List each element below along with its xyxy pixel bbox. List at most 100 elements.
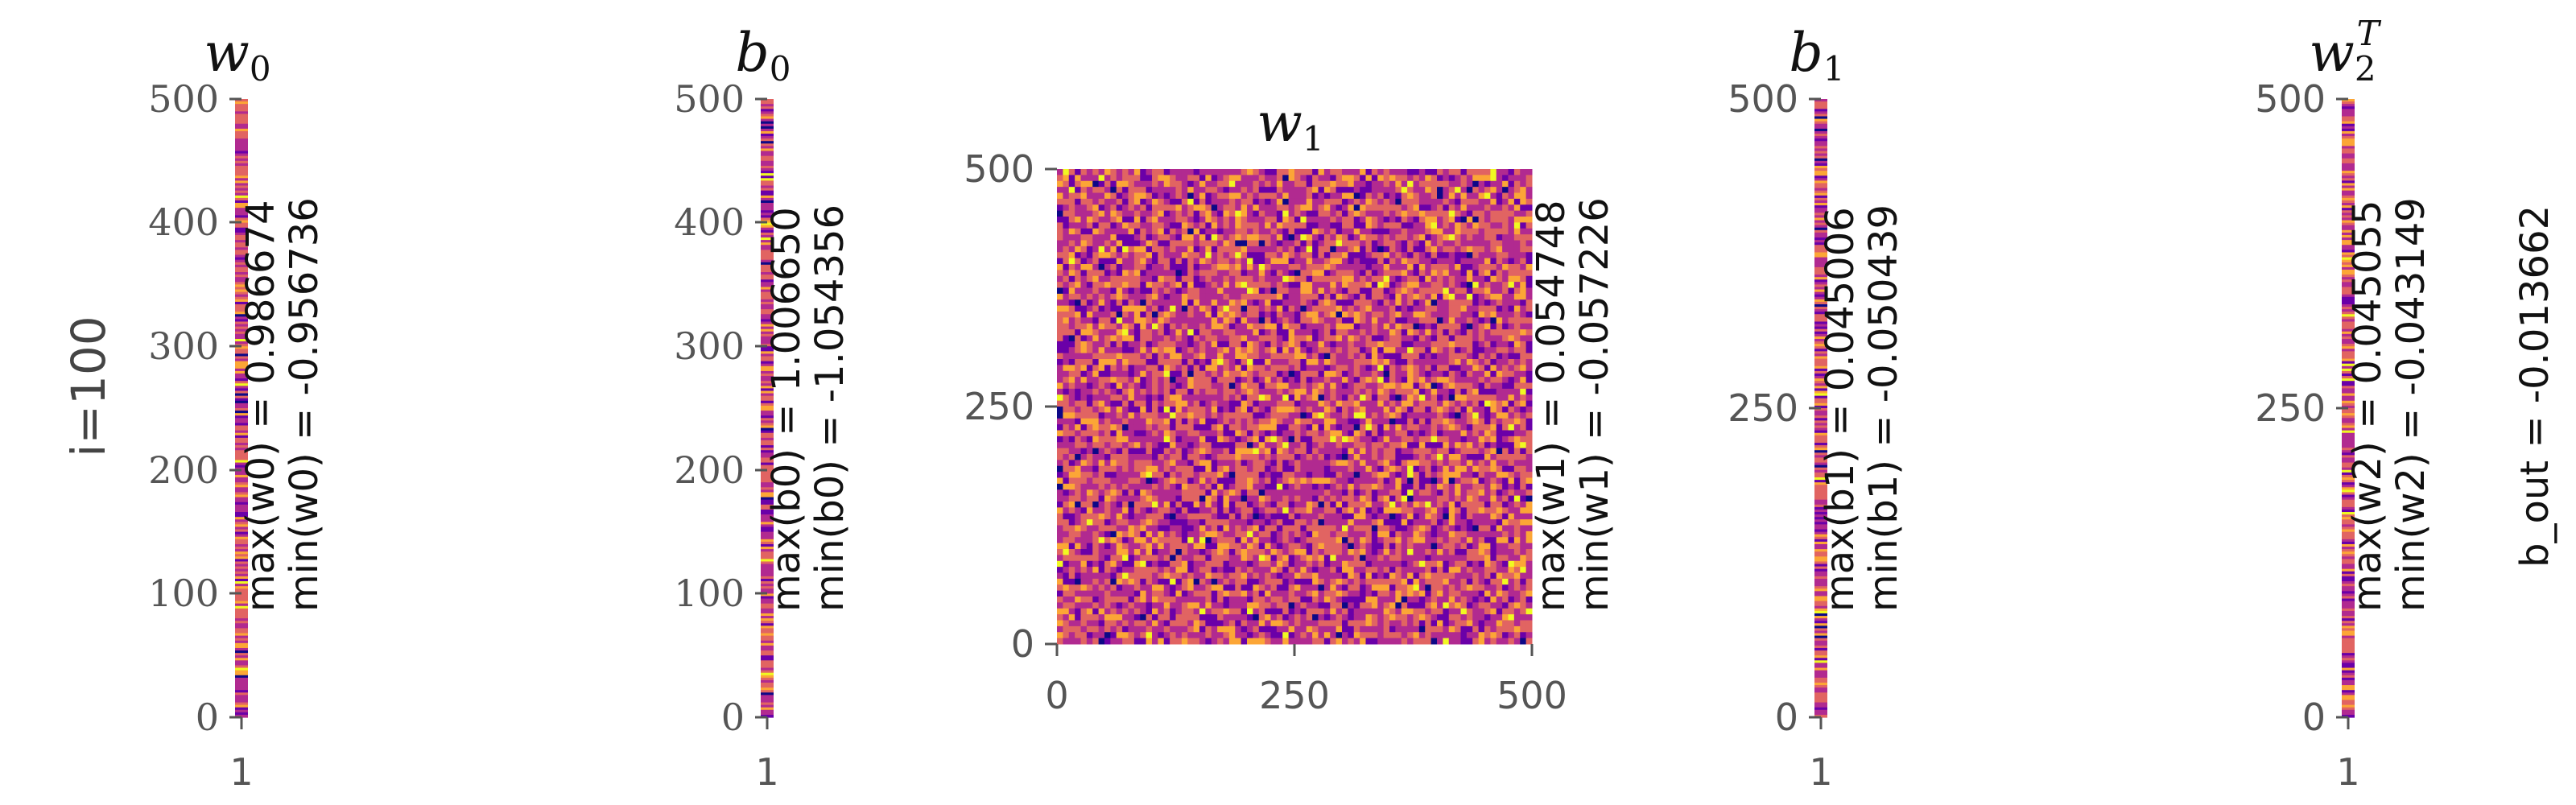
heatmap-cell	[1472, 347, 1480, 354]
heatmap-cell	[1080, 293, 1088, 300]
heatmap-cell	[1223, 424, 1230, 431]
heatmap-cell	[1508, 412, 1515, 419]
heatmap-cell	[1241, 258, 1248, 265]
heatmap-cell	[1389, 293, 1396, 300]
heatmap-cell	[1282, 264, 1290, 270]
heatmap-cell	[1133, 477, 1141, 485]
heatmap-cell	[1128, 187, 1135, 194]
heatmap-cell	[1513, 448, 1521, 455]
heatmap-cell	[1092, 258, 1100, 265]
heatmap-cell	[235, 556, 248, 559]
heatmap-cell	[1306, 460, 1313, 467]
heatmap-cell	[1430, 377, 1438, 384]
heatmap-cell	[1395, 335, 1402, 342]
heatmap-cell	[1330, 180, 1337, 188]
heatmap-cell	[1247, 472, 1253, 479]
heatmap-cell	[761, 346, 774, 349]
heatmap-cell	[1443, 335, 1450, 342]
heatmap-cell	[761, 623, 774, 626]
heatmap-cell	[1086, 234, 1093, 242]
heatmap-cell	[1098, 489, 1105, 497]
heatmap-cell	[1133, 442, 1141, 449]
heatmap-cell	[1282, 430, 1290, 437]
heatmap-cell	[1413, 359, 1420, 365]
heatmap-cell	[1478, 287, 1485, 295]
heatmap-cell	[1360, 388, 1367, 395]
heatmap-cell	[1300, 317, 1307, 324]
heatmap-cell	[1098, 204, 1105, 212]
heatmap-cell	[1146, 169, 1153, 175]
heatmap-cell	[1496, 275, 1503, 283]
heatmap-cell	[1228, 187, 1236, 194]
heatmap-cell	[1181, 472, 1188, 479]
heatmap-cell	[1300, 353, 1307, 360]
heatmap-cell	[235, 247, 248, 250]
heatmap-cell	[1525, 407, 1533, 413]
heatmap-cell	[1187, 394, 1195, 402]
heatmap-cell	[1146, 430, 1153, 437]
heatmap-cell	[1443, 370, 1450, 378]
heatmap-cell	[1330, 187, 1337, 194]
heatmap-cell	[1163, 198, 1170, 205]
heatmap-cell	[1282, 305, 1290, 312]
heatmap-cell	[1133, 305, 1141, 312]
heatmap-cell	[1211, 198, 1218, 205]
heatmap-cell	[1140, 192, 1147, 200]
heatmap-cell	[1448, 341, 1455, 348]
heatmap-cell	[1128, 217, 1135, 223]
heatmap-cell	[1294, 495, 1301, 502]
heatmap-cell	[1063, 175, 1070, 182]
heatmap-cell	[1448, 424, 1455, 431]
heatmap-cell	[1430, 246, 1438, 253]
heatmap-cell	[1448, 359, 1455, 365]
heatmap-cell	[1460, 460, 1468, 467]
heatmap-cell	[1175, 454, 1183, 460]
heatmap-cell	[1323, 293, 1331, 300]
heatmap-cell	[1253, 472, 1260, 479]
heatmap-cell	[1228, 169, 1236, 175]
heatmap-cell	[1086, 412, 1093, 419]
heatmap-cell	[1170, 483, 1177, 490]
heatmap-cell	[1146, 287, 1153, 295]
heatmap-cell	[1425, 246, 1432, 253]
heatmap-cell	[1448, 495, 1455, 502]
heatmap-cell	[235, 700, 248, 704]
heatmap-cell	[1312, 234, 1319, 242]
heatmap-cell	[1508, 394, 1515, 402]
heatmap-cell	[1430, 192, 1438, 200]
heatmap-cell	[1193, 477, 1200, 485]
heatmap-cell	[1276, 275, 1283, 283]
heatmap-cell	[1122, 353, 1129, 360]
heatmap-cell	[1270, 454, 1278, 460]
heatmap-cell	[1413, 460, 1420, 467]
heatmap-cell	[235, 203, 248, 206]
heatmap-cell	[1478, 477, 1485, 485]
heatmap-cell	[1282, 489, 1290, 497]
heatmap-cell	[761, 541, 774, 545]
heatmap-cell	[1140, 370, 1147, 378]
heatmap-cell	[1068, 359, 1075, 365]
heatmap-cell	[1472, 460, 1480, 467]
heatmap-cell	[1276, 169, 1283, 175]
heatmap-cell	[1228, 246, 1236, 253]
heatmap-cell	[1520, 442, 1527, 449]
heatmap-cell	[1490, 359, 1497, 365]
heatmap-cell	[1235, 270, 1242, 277]
heatmap-cell	[1401, 412, 1408, 419]
heatmap-cell	[1063, 222, 1070, 229]
heatmap-cell	[1353, 305, 1360, 312]
heatmap-cell	[1282, 442, 1290, 449]
heatmap-cell	[1270, 264, 1278, 270]
heatmap-cell	[1211, 234, 1218, 242]
heatmap-cell	[1098, 465, 1105, 473]
heatmap-cell	[1276, 394, 1283, 402]
heatmap-cell	[1312, 270, 1319, 277]
heatmap-cell	[1253, 382, 1260, 390]
heatmap-cell	[1502, 252, 1509, 259]
heatmap-cell	[1265, 436, 1272, 443]
heatmap-cell	[1075, 407, 1082, 413]
heatmap-cell	[1223, 204, 1230, 212]
heatmap-cell	[1312, 252, 1319, 259]
heatmap-cell	[1187, 477, 1195, 485]
heatmap-cell	[1360, 341, 1367, 348]
